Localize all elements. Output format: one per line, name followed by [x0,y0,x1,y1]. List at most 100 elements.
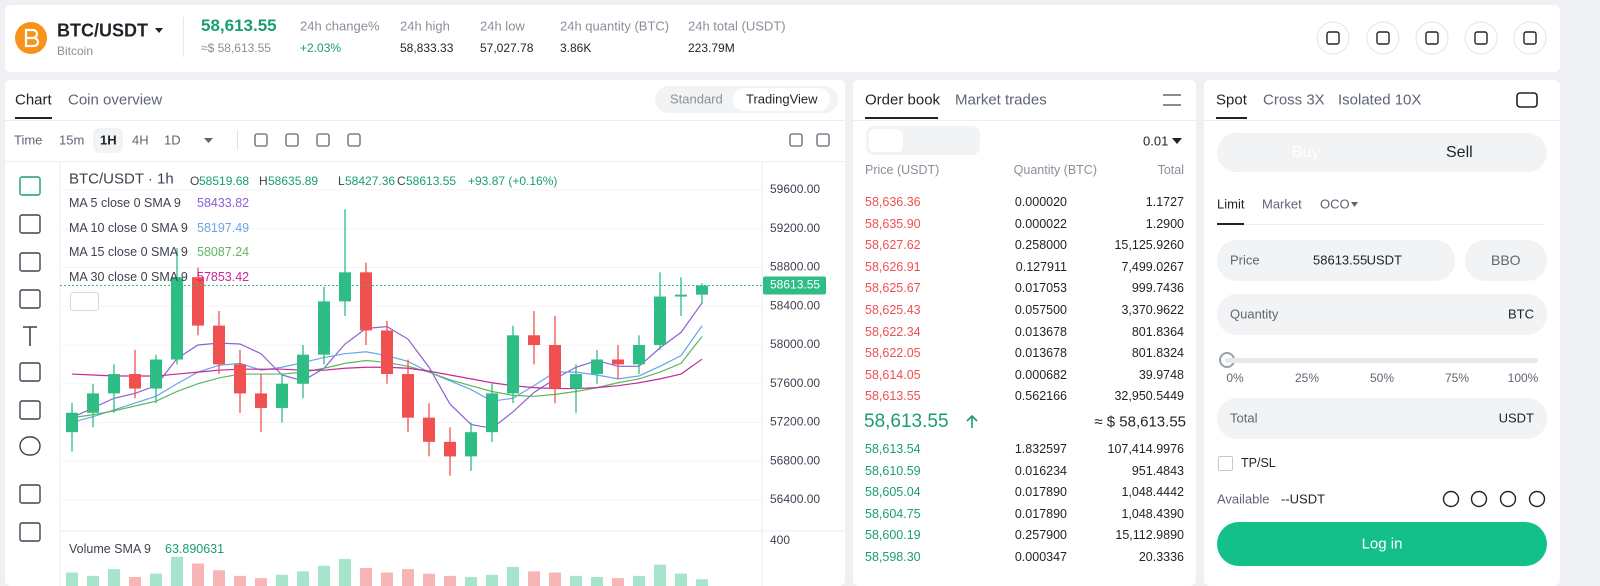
header-icon-button[interactable] [1513,21,1547,55]
book-price[interactable]: 58,604.75 [865,506,921,521]
sell-label[interactable]: Sell [1446,144,1473,161]
slider-label: 100% [1507,371,1539,385]
book-price[interactable]: 58,635.90 [865,216,921,231]
book-price[interactable]: 58,622.05 [865,346,921,361]
book-total: 801.8324 [1131,346,1184,361]
candle-body [465,432,477,457]
bbo-button[interactable] [1465,240,1547,281]
candle-body [171,277,183,360]
book-total: 107,414.9976 [1107,442,1184,456]
interval[interactable]: 1H [100,132,117,148]
last-price-label: 58613.55 [770,278,820,292]
volume-bar [297,571,309,586]
bbo-label[interactable]: BBO [1491,252,1521,268]
book-quantity: 0.013678 [1014,324,1067,339]
ohlc-value: 58635.89 [268,174,319,188]
drawing-tool[interactable] [19,289,41,309]
price-input[interactable] [1217,240,1455,281]
ma-legend-name: MA 30 close 0 SMA 9 [69,270,188,285]
book-price[interactable]: 58,627.62 [865,238,921,253]
book-price[interactable]: 58,613.54 [865,442,921,456]
drawing-tool[interactable] [19,362,41,382]
header-icon [1376,31,1390,45]
login-label[interactable]: Log in [1361,535,1403,553]
collapse-legend[interactable] [70,292,99,311]
book-price[interactable]: 58,625.43 [865,303,921,317]
symbol[interactable]: BTC/USDT [57,20,148,41]
candle-body [591,359,603,375]
ma-legend-name: MA 5 close 0 SMA 9 [69,196,181,210]
slider-track [1225,358,1538,363]
tab-active[interactable]: Spot [1216,91,1247,109]
interval[interactable]: 15m [59,132,85,148]
drawing-tool[interactable] [19,522,41,542]
drawing-tool[interactable] [23,326,37,346]
stat-label: 24h high [400,18,450,34]
book-price[interactable]: 58,626.91 [865,259,921,274]
buy-label[interactable]: Buy [1292,144,1320,161]
candle-body [381,330,393,375]
book-price[interactable]: 58,600.19 [865,528,921,543]
interval[interactable]: 4H [132,132,149,148]
book-price[interactable]: 58,605.04 [865,485,921,500]
interval-caret [204,138,213,143]
book-quantity: 0.057500 [1014,303,1067,317]
book-price[interactable]: 58,610.59 [865,463,921,478]
order-type[interactable]: Market [1262,196,1302,212]
drawing-tool[interactable] [19,214,41,234]
drawing-tool[interactable] [19,400,41,420]
book-price[interactable]: 58,636.36 [865,195,921,209]
book-price[interactable]: 58,613.55 [865,389,921,404]
book-total: 1.2900 [1145,216,1184,231]
depth-toggle-active[interactable] [869,129,903,152]
book-price[interactable]: 58,625.67 [865,281,921,296]
volume-bar [444,575,456,586]
ohlc-value: 58613.55 [406,174,457,188]
header-icon-button[interactable] [1464,21,1498,55]
login-button[interactable] [1217,522,1547,566]
order-type[interactable]: Limit [1217,196,1245,212]
candle-body [486,393,498,433]
view-option-active[interactable]: TradingView [746,91,818,107]
ma-legend-value: 57853.42 [197,270,250,285]
tpsl-checkbox[interactable] [1218,456,1233,471]
header-icon-button[interactable] [1366,21,1400,55]
volume-bar [276,574,288,586]
candle-body [528,335,540,345]
drawing-tool[interactable] [19,252,41,272]
column-header: Total [1157,163,1184,177]
wallet-icon [1528,490,1546,508]
drawing-tool[interactable] [19,484,41,504]
book-price[interactable]: 58,622.34 [865,324,921,339]
header-icon-button[interactable] [1316,21,1350,55]
interval[interactable]: 1D [164,132,181,148]
tab-active[interactable]: Order book [865,91,941,109]
wallet-icon [1470,490,1488,508]
drawing-tool[interactable] [19,176,41,196]
tab[interactable]: Isolated 10X [1338,91,1422,109]
interval[interactable]: Time [14,132,43,148]
volume-bar [423,573,435,586]
y-tick-label: 58800.00 [770,260,820,274]
price-step[interactable]: 0.01 [1143,133,1169,149]
tab[interactable]: Cross 3X [1263,91,1325,109]
header-icon-button[interactable] [1415,21,1449,55]
tab[interactable]: Coin overview [68,91,163,109]
drawing-tool[interactable] [19,436,41,456]
book-price[interactable]: 58,598.30 [865,550,921,564]
available-label: Available [1217,491,1270,507]
quantity-input[interactable] [1217,294,1547,335]
book-price[interactable]: 58,614.05 [865,367,921,382]
price-input-unit: USDT [1366,252,1402,268]
total-input[interactable] [1217,398,1547,439]
tab[interactable]: Market trades [955,91,1047,109]
tab-active[interactable]: Chart [15,91,52,109]
order-type[interactable]: OCO [1320,196,1350,212]
book-quantity: 0.562166 [1014,389,1067,404]
view-option[interactable]: Standard [670,91,723,107]
oco-caret [1351,202,1358,207]
volume-bar [402,569,414,586]
volume-bar [612,578,624,586]
